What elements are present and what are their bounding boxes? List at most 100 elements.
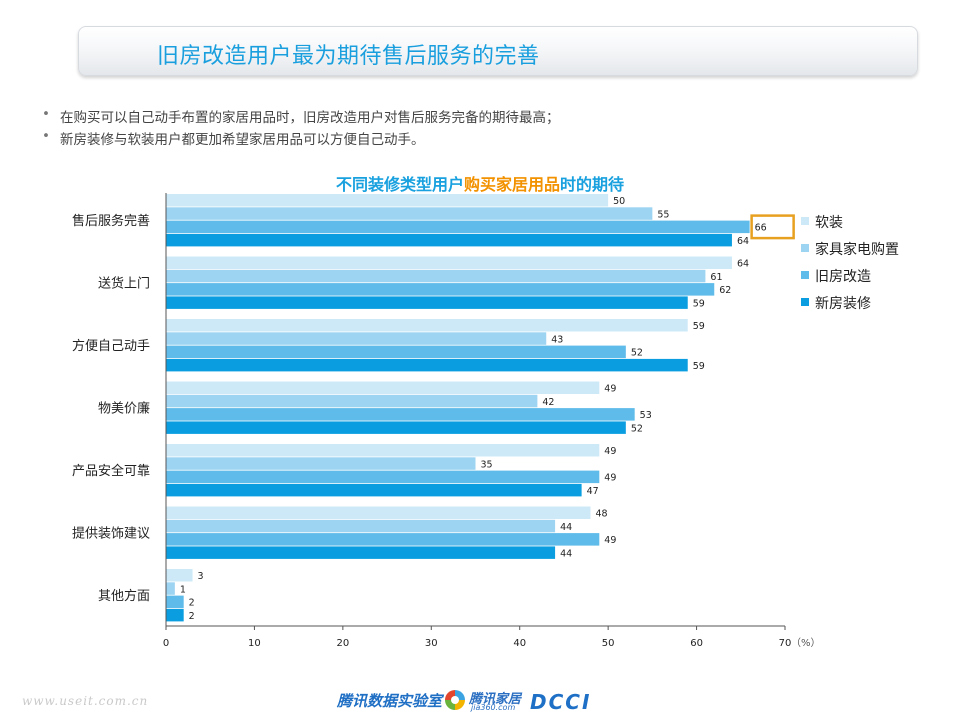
bar-2-0 <box>166 319 688 332</box>
bar-0-2 <box>166 220 750 234</box>
bar-1-3 <box>166 296 688 309</box>
bar-3-0 <box>166 381 600 394</box>
x-tick-label: 30 <box>425 638 438 649</box>
bar-0-1 <box>166 207 653 220</box>
data-label: 62 <box>719 285 731 296</box>
bar-2-3 <box>166 358 688 372</box>
x-tick-label: 40 <box>513 638 526 649</box>
data-label: 59 <box>693 298 705 309</box>
bar-2-2 <box>166 345 626 359</box>
bar-5-1 <box>166 519 556 533</box>
data-label: 66 <box>755 223 767 234</box>
data-label: 49 <box>604 535 616 546</box>
bar-5-0 <box>166 506 591 519</box>
legend-label: 旧房改造 <box>815 269 871 285</box>
bar-3-2 <box>166 408 635 421</box>
jia-logo-sub: jia360.com <box>471 703 516 712</box>
bar-1-1 <box>166 269 706 283</box>
category-label: 产品安全可靠 <box>72 463 150 479</box>
data-label: 44 <box>560 548 572 559</box>
bar-4-1 <box>166 457 476 470</box>
bar-2-1 <box>166 332 547 345</box>
data-label: 53 <box>640 410 652 421</box>
data-label: 50 <box>613 196 625 207</box>
bar-4-3 <box>166 483 582 497</box>
bar-4-0 <box>166 444 600 457</box>
bar-3-3 <box>166 421 626 434</box>
category-label: 方便自己动手 <box>72 338 150 354</box>
bullet-icon: • <box>42 106 50 122</box>
page-title: 旧房改造用户最为期待售后服务的完善 <box>157 44 540 69</box>
category-label: 送货上门 <box>98 276 150 292</box>
x-tick-label: 50 <box>602 638 615 649</box>
category-label: 提供装饰建议 <box>72 526 150 542</box>
x-tick-label: 10 <box>248 638 261 649</box>
data-label: 59 <box>693 321 705 332</box>
x-tick-label: 20 <box>336 638 349 649</box>
data-label: 61 <box>710 272 722 283</box>
data-label: 2 <box>189 611 195 622</box>
bar-6-3 <box>166 608 184 622</box>
data-label: 55 <box>657 209 669 220</box>
bar-6-1 <box>166 582 175 595</box>
footer-lab-logo: 腾讯数据实验室 <box>337 692 443 710</box>
bullet-icon: • <box>42 128 50 144</box>
data-label: 44 <box>560 522 572 533</box>
bar-6-0 <box>166 569 193 582</box>
bullet-list: • 在购买可以自己动手布置的家居用品时，旧房改造用户对售后服务完备的期待最高； … <box>42 106 560 150</box>
data-label: 3 <box>198 571 204 582</box>
bullet-text: 在购买可以自己动手布置的家居用品时，旧房改造用户对售后服务完备的期待最高； <box>60 110 560 126</box>
bar-0-0 <box>166 194 609 207</box>
bar-5-2 <box>166 533 600 546</box>
data-label: 47 <box>587 486 599 497</box>
x-tick-label: 70 <box>779 638 792 649</box>
highlight-box <box>750 214 795 240</box>
chart-title-part: 时的期待 <box>560 175 625 194</box>
jia-logo-icon <box>445 690 465 710</box>
bar-1-2 <box>166 283 715 296</box>
footer-url: www.useit.com.cn <box>22 694 149 708</box>
chart-title: 不同装修类型用户购买家居用品时的期待 <box>0 171 960 195</box>
bar-1-0 <box>166 256 732 269</box>
data-label: 42 <box>542 397 554 408</box>
legend-swatch <box>801 298 809 306</box>
bar-6-2 <box>166 595 184 609</box>
legend-swatch <box>801 271 809 279</box>
footer-dcci-logo: DCCI <box>530 690 592 714</box>
data-label: 64 <box>737 259 749 270</box>
bar-3-1 <box>166 394 538 408</box>
jia-logo-name: 腾讯家居 <box>469 692 522 707</box>
title-bar: 旧房改造用户最为期待售后服务的完善 <box>78 26 918 76</box>
legend-swatch <box>801 217 809 225</box>
category-label: 其他方面 <box>98 588 150 604</box>
data-label: 2 <box>189 598 195 609</box>
category-label: 售后服务完善 <box>72 213 150 229</box>
data-label: 49 <box>604 384 616 395</box>
x-tick-label: 0 <box>163 638 169 649</box>
data-label: 64 <box>737 236 749 247</box>
bullet-item: • 新房装修与软装用户都更加希望家居用品可以方便自己动手。 <box>42 128 560 150</box>
legend-swatch <box>801 244 809 252</box>
bullet-item: • 在购买可以自己动手布置的家居用品时，旧房改造用户对售后服务完备的期待最高； <box>42 106 560 128</box>
data-label: 52 <box>631 348 643 359</box>
data-label: 52 <box>631 423 643 434</box>
data-label: 48 <box>595 509 607 520</box>
bar-0-3 <box>166 233 732 247</box>
category-label: 物美价廉 <box>98 401 150 417</box>
data-label: 59 <box>693 361 705 372</box>
bar-5-3 <box>166 546 556 559</box>
legend-label: 新房装修 <box>815 296 871 312</box>
data-label: 1 <box>180 584 186 595</box>
bar-4-2 <box>166 470 600 484</box>
x-unit-label: （%） <box>791 637 821 649</box>
bullet-text: 新房装修与软装用户都更加希望家居用品可以方便自己动手。 <box>60 132 425 148</box>
chart-title-part: 不同装修类型用户 <box>335 175 464 194</box>
data-label: 35 <box>481 459 493 470</box>
data-label: 49 <box>604 473 616 484</box>
x-tick-label: 60 <box>690 638 703 649</box>
chart-title-highlight: 购买家居用品 <box>463 175 560 194</box>
data-label: 49 <box>604 446 616 457</box>
legend-label: 软装 <box>815 215 843 231</box>
legend-label: 家具家电购置 <box>815 241 899 258</box>
footer-jia-logo: 腾讯家居 jia360.com <box>445 688 525 712</box>
